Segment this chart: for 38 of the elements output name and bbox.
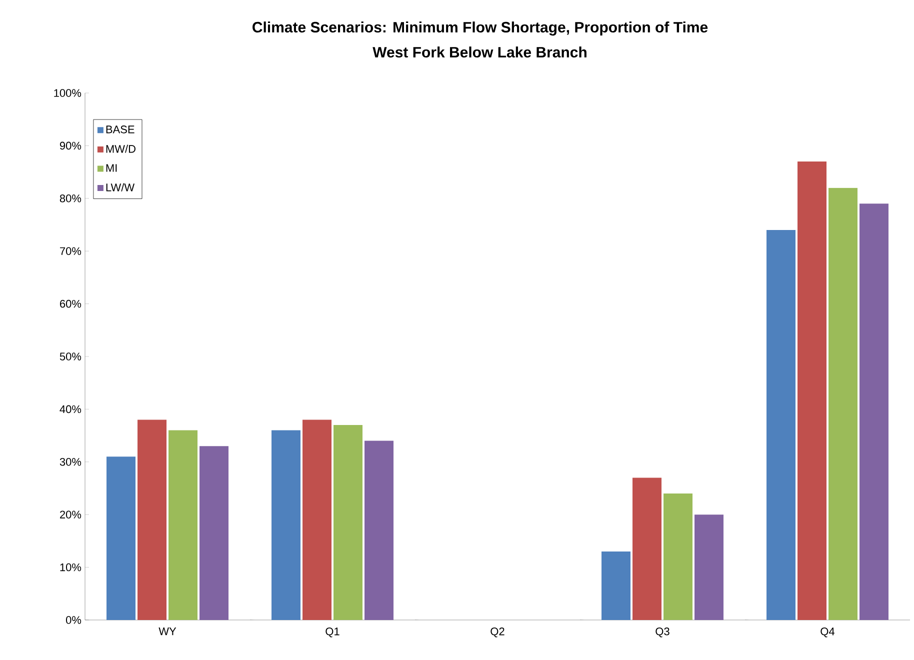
- x-tick-label: WY: [158, 628, 176, 636]
- bar: [664, 494, 692, 620]
- x-tick-label: Q4: [820, 628, 835, 638]
- y-tick-label: 30%: [60, 458, 82, 466]
- y-tick-label: 50%: [60, 352, 82, 360]
- bar: [200, 446, 229, 620]
- x-tick-label: Q1: [326, 628, 340, 638]
- bar: [860, 204, 888, 620]
- y-tick-label: 60%: [60, 300, 82, 308]
- y-tick-label: 40%: [60, 405, 82, 414]
- bar: [334, 424, 362, 620]
- bar: [632, 478, 662, 620]
- chart-title: Climate Scenarios: Minimum Flow Shortage, Proportion of Time: [252, 22, 708, 36]
- y-tick-label: 20%: [60, 510, 82, 518]
- legend-label: BASE: [106, 126, 134, 134]
- chart-subtitle: West Fork Below Lake Branch: [372, 46, 586, 58]
- y-tick-label: 70%: [60, 247, 82, 255]
- bar: [168, 430, 198, 620]
- y-tick-label: 100%: [54, 89, 82, 97]
- bar: [138, 420, 167, 620]
- bar: [828, 188, 858, 620]
- x-tick-label: Q2: [490, 628, 504, 638]
- bar: [106, 456, 136, 620]
- y-tick-label: 90%: [60, 142, 82, 150]
- bar: [364, 440, 394, 620]
- bar: [602, 551, 630, 620]
- legend-label: LW/W: [106, 183, 135, 192]
- bar: [302, 420, 332, 620]
- y-tick-label: 10%: [60, 563, 82, 572]
- bar: [272, 430, 300, 620]
- y-tick-label: 0%: [66, 616, 82, 624]
- legend-label: MI: [106, 164, 117, 172]
- x-tick-label: Q3: [656, 628, 670, 638]
- legend-label: MW/D: [106, 144, 136, 153]
- y-tick-label: 80%: [60, 194, 82, 202]
- bar: [766, 230, 796, 620]
- bar: [694, 514, 724, 620]
- bar: [798, 162, 826, 620]
